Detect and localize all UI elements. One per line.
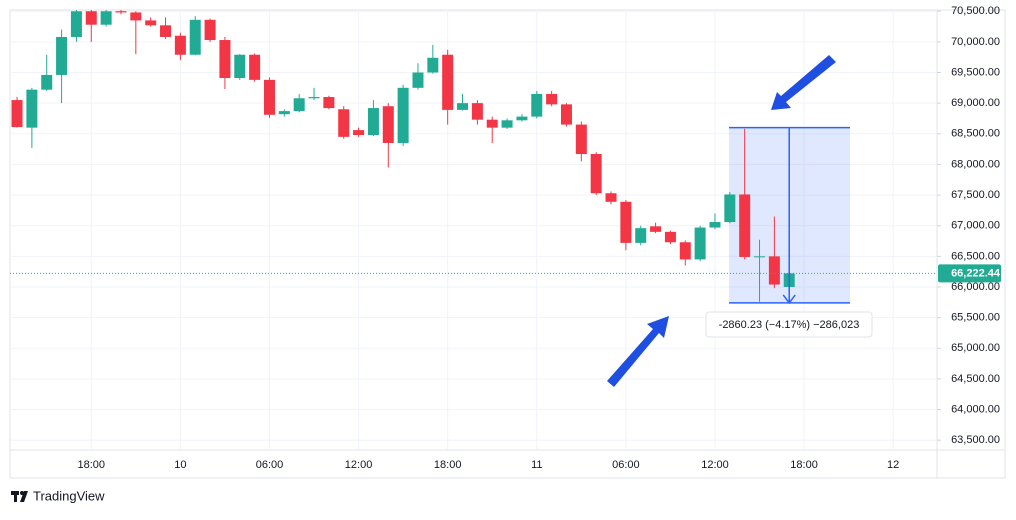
x-tick-label: 06:00	[256, 459, 284, 471]
candle-body	[234, 54, 246, 79]
chart-frame	[9, 9, 1006, 479]
x-tick-label: 12:00	[701, 459, 729, 471]
y-tick-label: 70,500.00	[951, 5, 1000, 17]
candle-body	[709, 222, 721, 228]
brand-logo	[11, 491, 28, 502]
candle-body	[41, 74, 53, 90]
pointer-arrow	[771, 55, 836, 110]
x-tick-label: 06:00	[612, 459, 640, 471]
candle-body	[219, 40, 231, 79]
candle-body	[664, 231, 676, 243]
x-tick-label: 18:00	[790, 459, 818, 471]
candle-body	[486, 119, 498, 128]
candle-body	[442, 54, 454, 110]
pointer-arrow	[607, 316, 669, 387]
y-tick-label: 64,500.00	[951, 373, 1000, 385]
x-tick-label: 11	[531, 459, 542, 471]
candle-body	[635, 228, 647, 243]
candles	[11, 10, 795, 302]
candle-body	[249, 54, 261, 80]
candle-body	[382, 106, 394, 143]
candle-body	[174, 35, 186, 55]
candle-body	[457, 103, 469, 110]
y-tick-label: 66,000.00	[951, 281, 1000, 293]
last-price-box	[938, 264, 1001, 283]
y-tick-label: 66,500.00	[951, 250, 1000, 262]
x-tick-label: 10	[174, 459, 186, 471]
candle-body	[204, 19, 216, 41]
y-tick-label: 68,500.00	[951, 128, 1000, 140]
candle-body	[397, 87, 409, 143]
candle-body	[100, 11, 112, 25]
candle-body	[353, 130, 365, 136]
y-tick-label: 64,000.00	[951, 403, 1000, 415]
candle-body	[412, 72, 424, 88]
candle-body	[501, 120, 513, 128]
candle-body	[679, 242, 691, 260]
x-tick-label: 12:00	[345, 459, 373, 471]
candle-body	[130, 12, 142, 21]
measure-label: -2860.23 (−4.17%) −286,023	[719, 319, 860, 331]
candle-body	[115, 11, 127, 13]
candle-body	[427, 57, 439, 73]
candle-body	[739, 194, 751, 257]
y-tick-label: 69,500.00	[951, 66, 1000, 78]
candle-body	[620, 201, 632, 243]
candle-body	[560, 104, 572, 125]
candle-body	[367, 108, 379, 136]
candle-body	[516, 116, 528, 121]
overlay: -2860.23 (−4.17%) −286,023	[10, 127, 937, 338]
candle-body	[650, 226, 662, 232]
candle-body	[145, 20, 157, 26]
candle-body	[263, 79, 275, 115]
candle-body	[323, 97, 335, 109]
candle-body	[546, 93, 558, 105]
measure-label-box	[705, 311, 873, 338]
candle-body	[308, 97, 320, 99]
candle-body	[694, 227, 706, 260]
candle-body	[293, 98, 305, 112]
x-tick-label: 18:00	[434, 459, 462, 471]
x-tick-label: 12	[887, 459, 899, 471]
brand-name: TradingView	[33, 488, 105, 503]
last-price-label: 66,222.44	[951, 267, 1001, 279]
candle-body	[85, 11, 97, 25]
y-tick-label: 67,000.00	[951, 220, 1000, 232]
candle-body	[531, 93, 543, 117]
candle-body	[590, 154, 602, 194]
candle-body	[575, 124, 587, 155]
candle-body	[338, 109, 350, 137]
y-tick-label: 70,000.00	[951, 36, 1000, 48]
candle-body	[724, 194, 736, 223]
y-tick-label: 68,000.00	[951, 158, 1000, 170]
candle-body	[471, 103, 483, 120]
candle-body	[160, 25, 172, 37]
candle-body	[189, 19, 201, 55]
candle-body	[26, 89, 38, 128]
candle-body	[11, 100, 23, 128]
y-tick-label: 65,000.00	[951, 342, 1000, 354]
candle-body	[754, 256, 766, 258]
candle-body	[605, 193, 617, 202]
y-tick-label: 65,500.00	[951, 312, 1000, 324]
candle-body	[70, 11, 82, 37]
measure-arrow-head	[782, 294, 796, 305]
y-tick-label: 67,500.00	[951, 189, 1000, 201]
y-tick-label: 63,500.00	[951, 434, 1000, 446]
candle-body	[56, 36, 68, 75]
x-tick-label: 18:00	[78, 459, 106, 471]
candle-body	[278, 111, 290, 115]
candle-body	[768, 256, 780, 285]
y-tick-label: 69,000.00	[951, 97, 1000, 109]
